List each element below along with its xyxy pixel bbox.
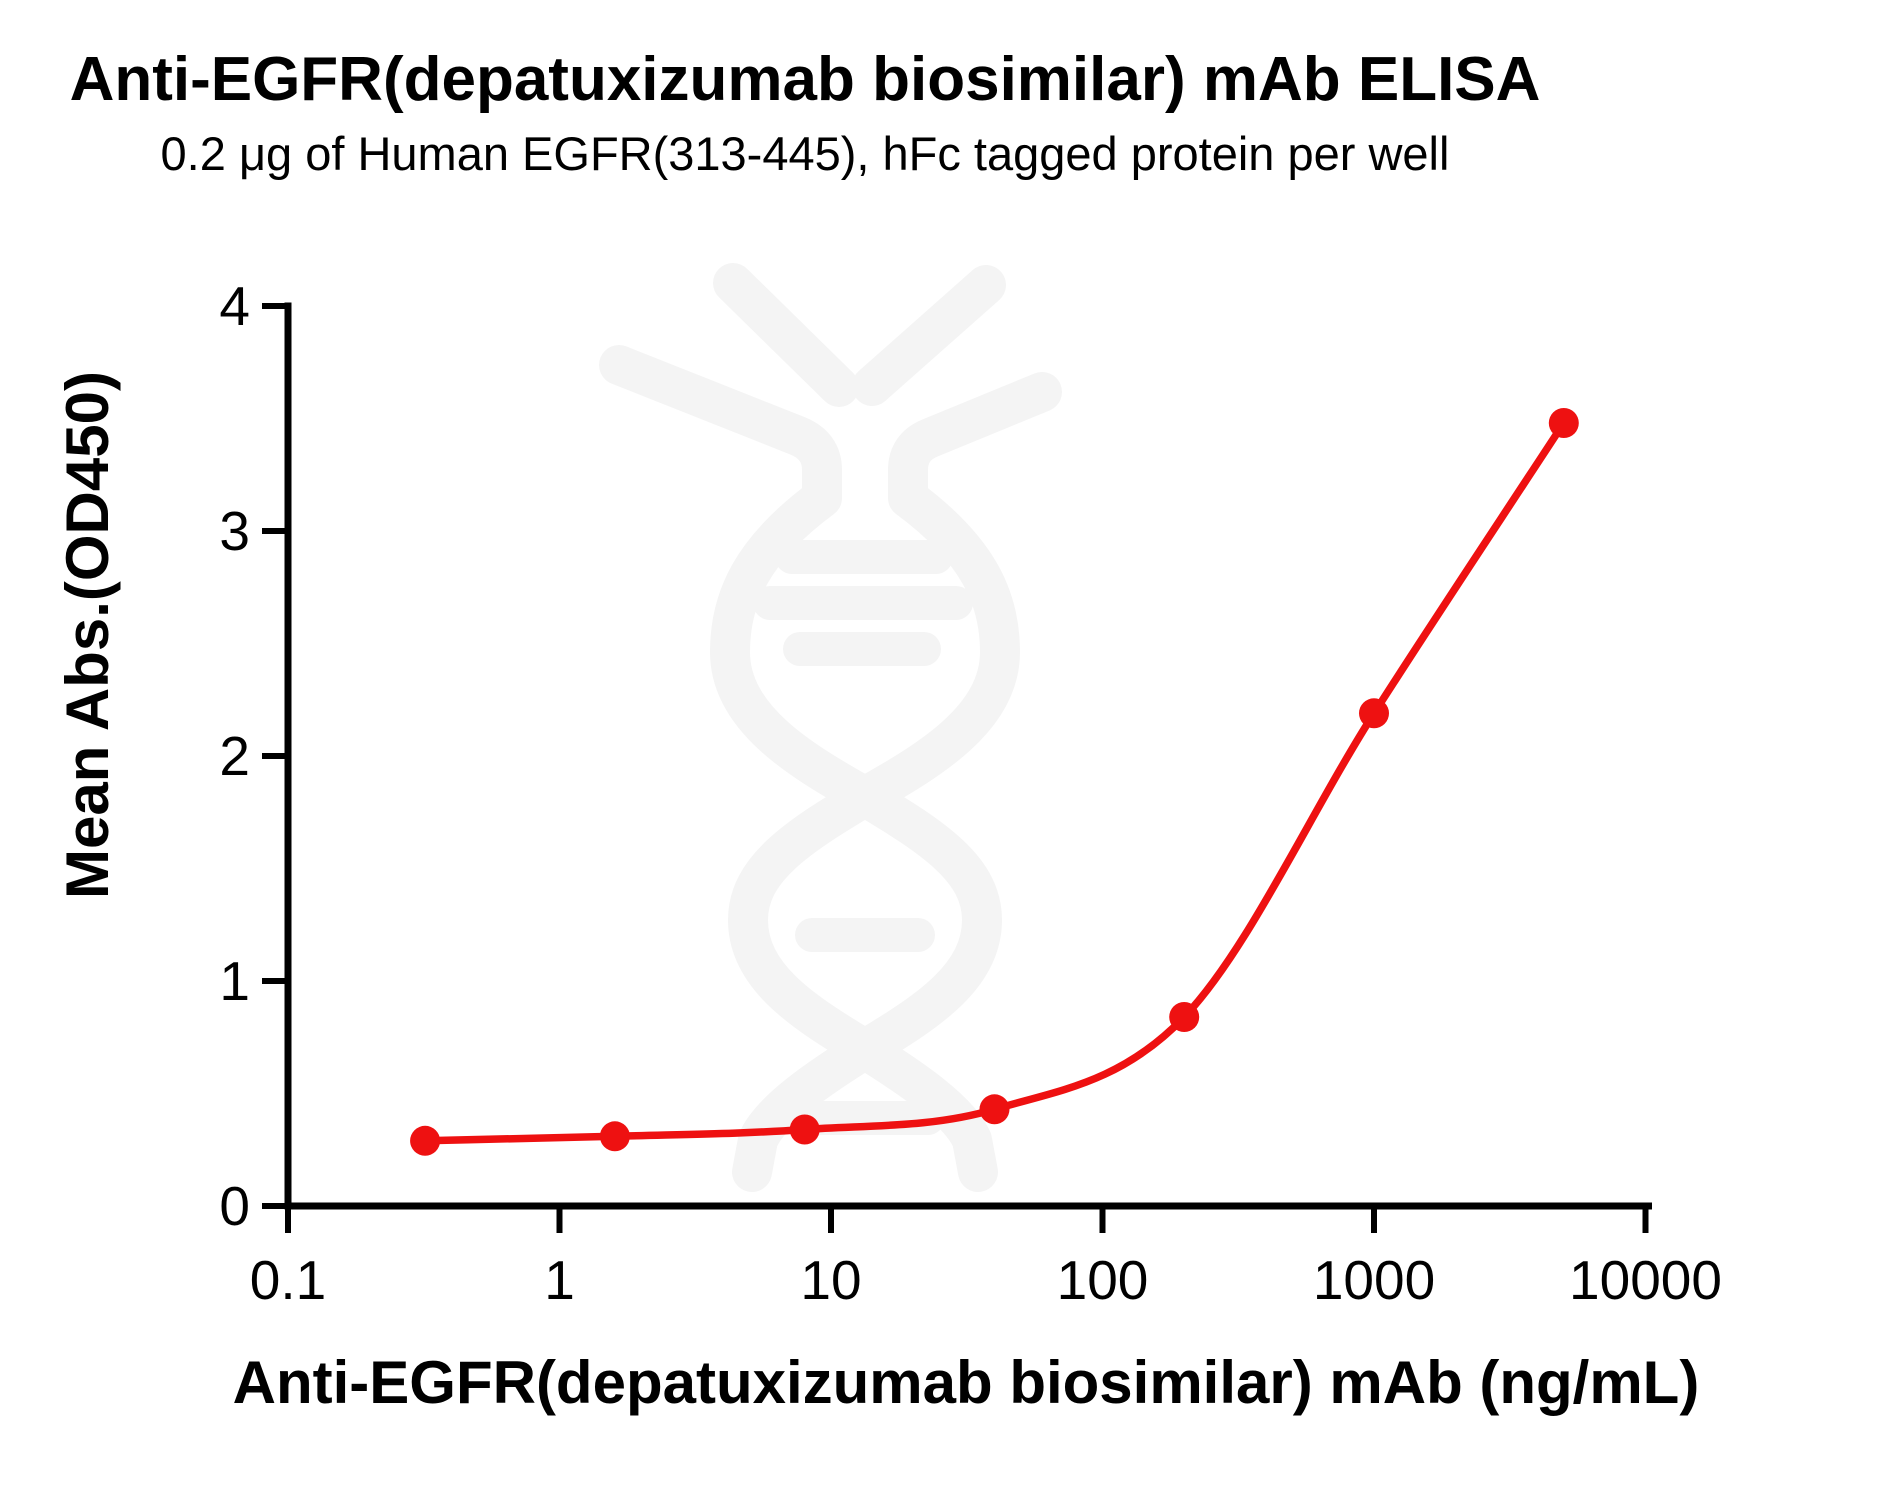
x-axis-title: Anti-EGFR(depatuxizumab biosimilar) mAb …	[232, 1349, 1700, 1416]
data-point	[789, 1114, 820, 1145]
y-tick-marks	[262, 303, 288, 1209]
y-tick-label: 0	[219, 1175, 250, 1237]
data-point	[979, 1094, 1010, 1125]
x-tick-label: 0.1	[249, 1249, 327, 1311]
data-point	[1548, 408, 1579, 438]
watermark-inner-arm-right	[852, 265, 1006, 406]
data-point	[599, 1121, 630, 1152]
y-tick-label: 3	[219, 500, 250, 562]
y-tick-label: 1	[219, 950, 250, 1012]
x-tick-label: 100	[1056, 1249, 1149, 1311]
data-point	[1169, 1002, 1200, 1032]
fit-curve	[421, 419, 1568, 1145]
x-tick-label: 10	[800, 1249, 862, 1311]
data-point	[1359, 698, 1389, 729]
x-tick-marks	[285, 1206, 1649, 1233]
y-tick-label: 2	[219, 725, 250, 787]
chart-title: Anti-EGFR(depatuxizumab biosimilar) mAb …	[69, 45, 1541, 114]
chart-subtitle: 0.2 μg of Human EGFR(313-445), hFc tagge…	[160, 127, 1450, 180]
data-points	[410, 408, 1579, 1156]
x-tick-label: 10000	[1569, 1249, 1722, 1311]
watermark-strand-right	[728, 372, 1062, 1192]
y-tick-label: 4	[219, 275, 250, 337]
x-tick-label: 1	[544, 1249, 575, 1311]
x-tick-label: 1000	[1312, 1249, 1436, 1311]
dna-antibody-watermark-icon	[599, 263, 1062, 1192]
watermark-inner-arm-left	[713, 263, 859, 407]
data-point	[410, 1125, 441, 1156]
